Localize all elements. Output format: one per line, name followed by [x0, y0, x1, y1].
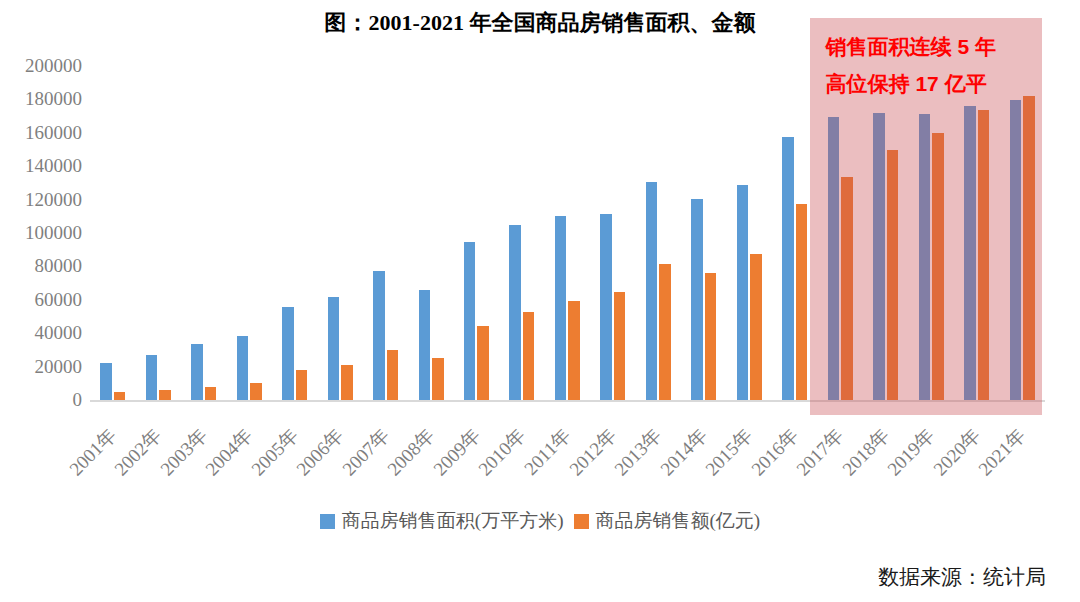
bar-sales-area — [100, 363, 112, 400]
y-axis-tick-label: 0 — [0, 389, 82, 411]
bar-group-2006年 — [328, 66, 353, 400]
y-axis-tick-label: 180000 — [0, 88, 82, 110]
legend-label: 商品房销售额(亿元) — [596, 508, 761, 534]
x-axis-tick-label: 2001年 — [63, 423, 122, 482]
bar-group-2002年 — [146, 66, 171, 400]
bar-sales-amount — [568, 301, 580, 400]
x-axis-tick-label: 2011年 — [519, 423, 577, 481]
bar-sales-area — [782, 137, 794, 400]
bar-sales-area — [464, 242, 476, 400]
annotation-callout: 销售面积连续 5 年 高位保持 17 亿平 — [826, 28, 996, 102]
bar-group-2005年 — [282, 66, 307, 400]
y-axis-tick-label: 80000 — [0, 255, 82, 277]
x-axis-tick-label: 2010年 — [473, 423, 532, 482]
x-axis-tick-label: 2002年 — [109, 423, 168, 482]
bar-group-2010年 — [509, 66, 534, 400]
bar-group-2007年 — [373, 66, 398, 400]
highlight-overlay: 销售面积连续 5 年 高位保持 17 亿平 — [810, 18, 1042, 415]
bar-sales-area — [191, 344, 203, 400]
bar-group-2011年 — [555, 66, 580, 400]
x-axis-tick-label: 2018年 — [837, 423, 896, 482]
legend-label: 商品房销售面积(万平方米) — [342, 508, 564, 534]
bar-sales-area — [737, 185, 749, 400]
bar-sales-amount — [523, 312, 535, 400]
bar-sales-amount — [705, 273, 717, 400]
bar-sales-area — [555, 216, 567, 400]
chart-figure: 图：2001-2021 年全国商品房销售面积、金额 02000040000600… — [0, 0, 1080, 602]
bar-sales-amount — [250, 383, 262, 400]
bar-sales-area — [282, 307, 294, 400]
x-axis-tick-label: 2008年 — [382, 423, 441, 482]
bar-sales-area — [509, 225, 521, 400]
x-axis-tick-label: 2004年 — [200, 423, 259, 482]
bar-sales-amount — [750, 254, 762, 400]
bar-group-2012年 — [600, 66, 625, 400]
bar-group-2003年 — [191, 66, 216, 400]
bar-sales-amount — [432, 358, 444, 400]
legend-item-sales-amount: 商品房销售额(亿元) — [574, 508, 761, 534]
x-axis-tick-label: 2006年 — [291, 423, 350, 482]
y-axis-tick-label: 40000 — [0, 322, 82, 344]
x-axis-tick-label: 2013年 — [609, 423, 668, 482]
legend-item-sales-area: 商品房销售面积(万平方米) — [320, 508, 564, 534]
bar-sales-amount — [477, 326, 489, 400]
y-axis-tick-label: 120000 — [0, 189, 82, 211]
chart-legend: 商品房销售面积(万平方米) 商品房销售额(亿元) — [0, 508, 1080, 534]
legend-swatch-icon — [574, 514, 589, 529]
y-axis-tick-label: 140000 — [0, 155, 82, 177]
bar-sales-area — [646, 182, 658, 400]
bar-sales-amount — [341, 365, 353, 400]
bar-group-2004年 — [237, 66, 262, 400]
bar-sales-amount — [159, 390, 171, 400]
bar-sales-amount — [614, 292, 626, 400]
bar-sales-area — [146, 355, 158, 400]
x-axis-tick-label: 2016年 — [746, 423, 805, 482]
x-axis-tick-label: 2014年 — [655, 423, 714, 482]
bar-group-2008年 — [419, 66, 444, 400]
bar-group-2001年 — [100, 66, 125, 400]
annotation-line-1: 销售面积连续 5 年 — [826, 28, 996, 65]
legend-swatch-icon — [320, 514, 335, 529]
bar-sales-area — [419, 290, 431, 400]
y-axis-tick-label: 100000 — [0, 222, 82, 244]
bar-group-2009年 — [464, 66, 489, 400]
bar-group-2014年 — [691, 66, 716, 400]
bar-sales-amount — [205, 387, 217, 400]
y-axis-tick-label: 200000 — [0, 55, 82, 77]
x-axis-tick-label: 2003年 — [154, 423, 213, 482]
x-axis-tick-label: 2019年 — [882, 423, 941, 482]
bar-sales-area — [600, 214, 612, 400]
y-axis-tick-label: 20000 — [0, 356, 82, 378]
bar-sales-amount — [114, 392, 126, 400]
bar-group-2015年 — [737, 66, 762, 400]
bar-sales-amount — [659, 264, 671, 400]
x-axis-tick-label: 2021年 — [973, 423, 1032, 482]
x-axis-tick-label: 2012年 — [564, 423, 623, 482]
y-axis-tick-label: 60000 — [0, 289, 82, 311]
x-axis-tick-label: 2017年 — [791, 423, 850, 482]
bar-sales-amount — [796, 204, 808, 400]
bar-group-2013年 — [646, 66, 671, 400]
source-caption: 数据来源：统计局 — [878, 563, 1046, 591]
bar-sales-area — [691, 199, 703, 400]
x-axis-tick-label: 2015年 — [700, 423, 759, 482]
annotation-line-2: 高位保持 17 亿平 — [826, 65, 996, 102]
x-axis-tick-label: 2005年 — [245, 423, 304, 482]
bar-sales-amount — [296, 370, 308, 400]
x-axis-tick-label: 2009年 — [427, 423, 486, 482]
bar-sales-area — [328, 297, 340, 400]
x-axis-tick-label: 2007年 — [336, 423, 395, 482]
bar-sales-amount — [387, 350, 399, 400]
x-axis-tick-label: 2020年 — [927, 423, 986, 482]
y-axis-tick-label: 160000 — [0, 122, 82, 144]
bar-group-2016年 — [782, 66, 807, 400]
bar-sales-area — [373, 271, 385, 400]
bar-sales-area — [237, 336, 249, 400]
